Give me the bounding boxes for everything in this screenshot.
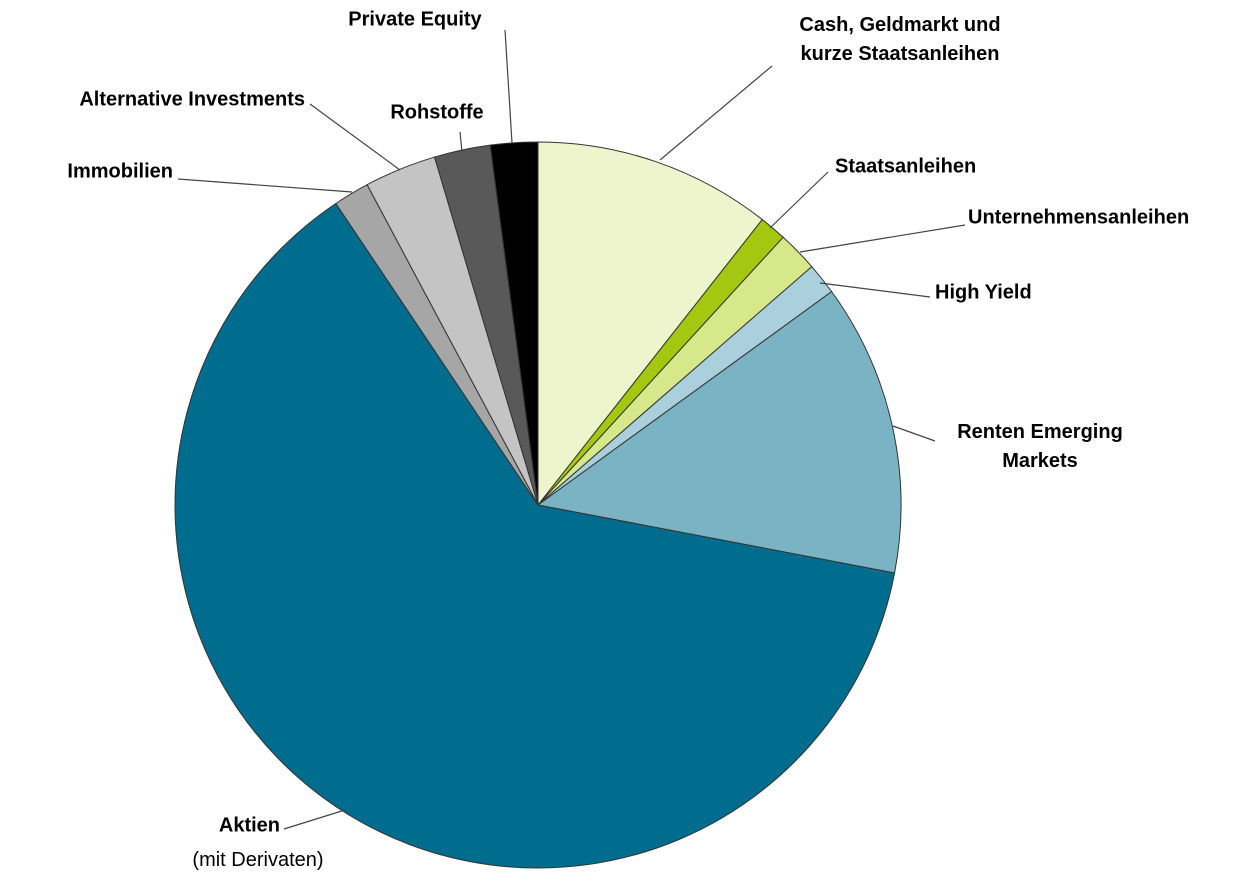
slice-label: Aktien bbox=[219, 814, 280, 836]
slice-label: Renten Emerging Markets bbox=[957, 421, 1123, 472]
pie-slice bbox=[174, 202, 896, 869]
leader-line bbox=[799, 224, 966, 253]
leader-line bbox=[309, 103, 401, 171]
leader-line bbox=[819, 282, 931, 298]
annotation: (mit Derivaten) bbox=[192, 849, 323, 871]
slice-label: Private Equity bbox=[348, 8, 482, 30]
pie-slice bbox=[489, 141, 539, 506]
slice-label: Immobilien bbox=[67, 160, 173, 182]
pie-slice bbox=[536, 290, 902, 574]
leader-line bbox=[659, 65, 773, 161]
slice-label: Alternative Investments bbox=[79, 88, 305, 110]
slice-label: High Yield bbox=[935, 281, 1032, 303]
pie-slice bbox=[537, 141, 763, 507]
slice-label: Rohstoffe bbox=[390, 101, 483, 123]
leader-line bbox=[459, 131, 463, 153]
leader-line bbox=[283, 809, 346, 830]
leader-line bbox=[504, 29, 513, 144]
leader-line bbox=[177, 178, 353, 193]
leader-line bbox=[892, 425, 936, 442]
slice-label: Cash, Geldmarkt und kurze Staatsanleihen bbox=[799, 14, 1000, 65]
leader-line bbox=[769, 171, 829, 229]
slice-label: Unternehmensanleihen bbox=[968, 206, 1189, 228]
slice-label: Staatsanleihen bbox=[835, 155, 976, 177]
